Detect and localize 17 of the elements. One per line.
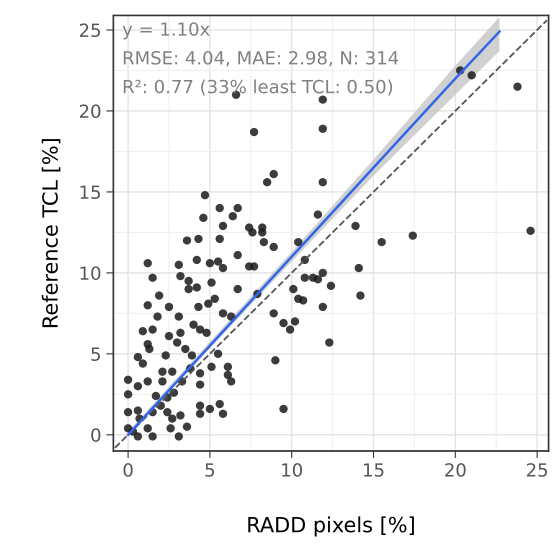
annotation: R²: 0.77 (33% least TCL: 0.50) [124, 79, 392, 96]
x-axis-title: RADD pixels [%] [248, 516, 414, 537]
x-tick-label: 10 [282, 463, 302, 477]
x-tick-label: 0 [124, 463, 133, 477]
y-tick-label: 20 [80, 104, 100, 118]
x-tick-label: 15 [364, 463, 384, 477]
y-tick-label: 10 [80, 266, 100, 280]
x-tick-label: 25 [526, 463, 548, 477]
annotation: y = 1.10x [122, 22, 210, 40]
y-tick-label: 5 [91, 348, 100, 361]
annotation: RMSE: 4.04, MAE: 2.98, N: 314 [124, 51, 398, 66]
x-tick-label: 20 [445, 463, 466, 477]
y-tick-label: 0 [91, 428, 100, 442]
y-tick-label: 15 [80, 186, 100, 200]
x-tick-label: 5 [206, 463, 214, 477]
y-axis-title: Reference TCL [%] [42, 139, 60, 328]
y-tick-label: 25 [80, 23, 100, 38]
